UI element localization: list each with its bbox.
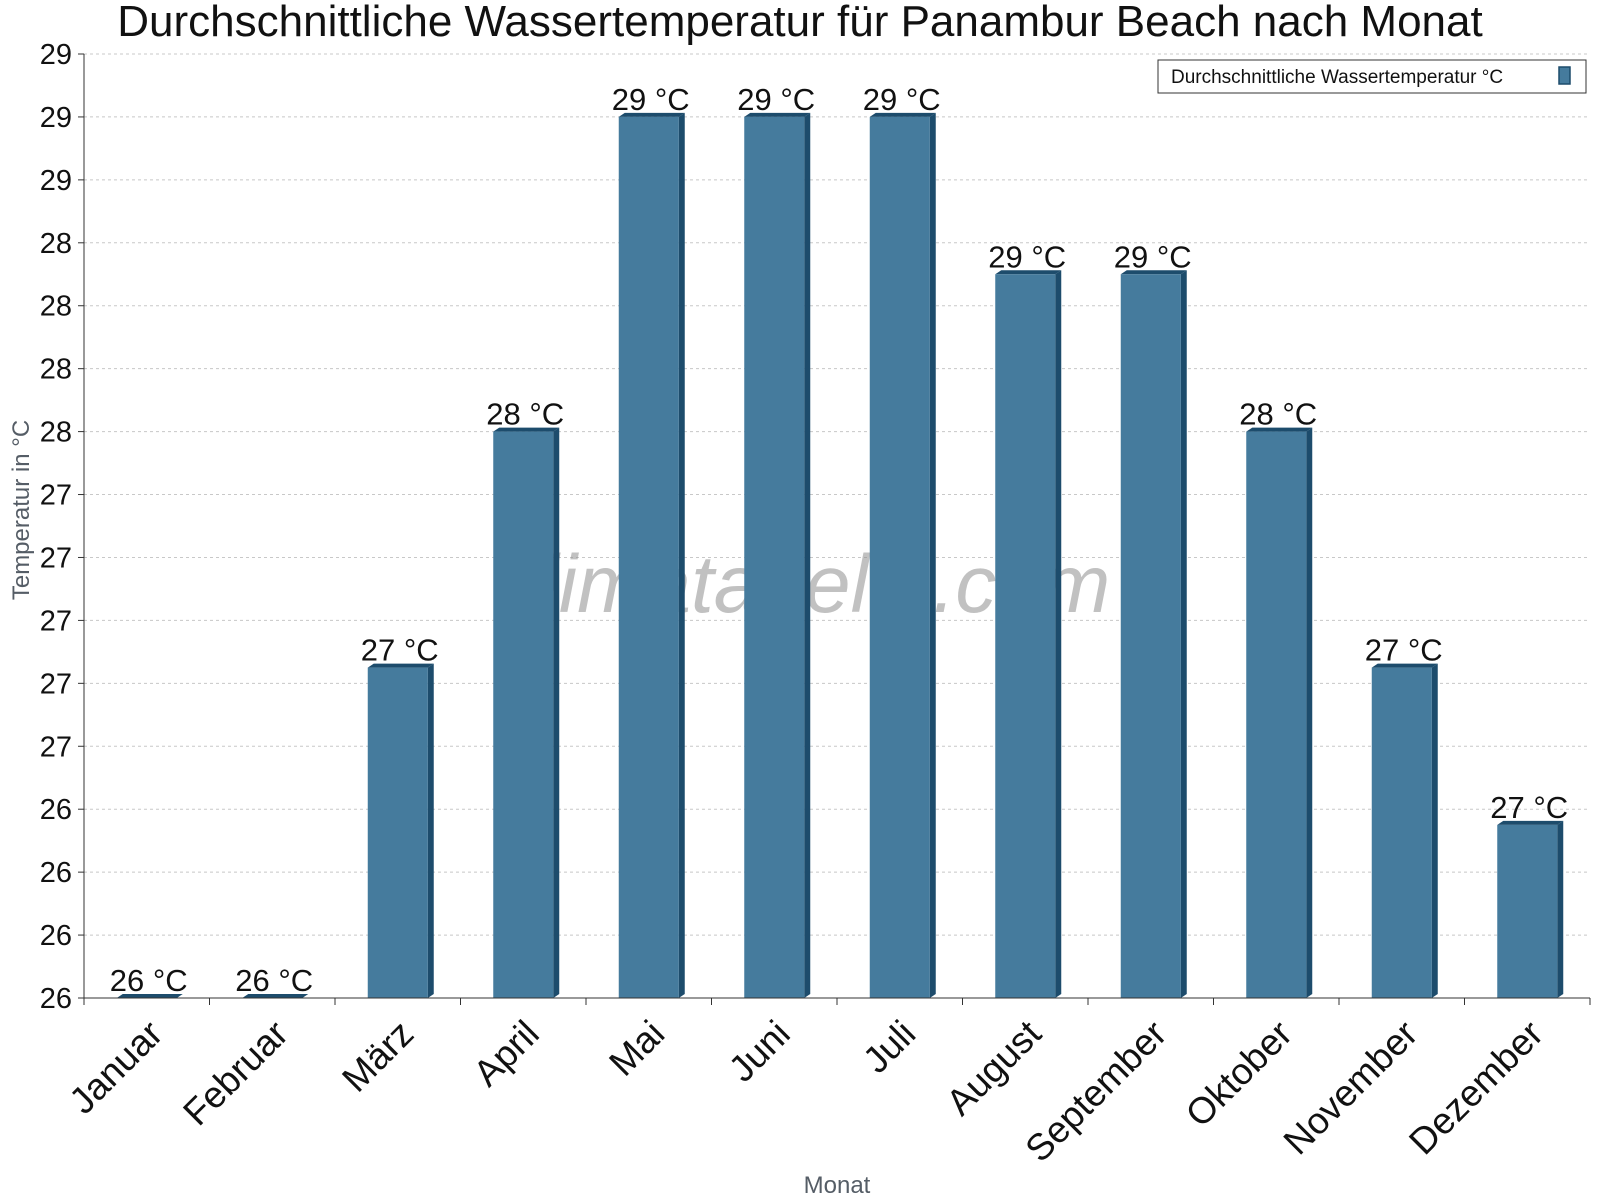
bar-front-face bbox=[367, 667, 428, 998]
bar-top-face bbox=[995, 270, 1062, 275]
bar-side-face bbox=[1306, 427, 1313, 999]
data-label: 29 °C bbox=[612, 82, 690, 117]
legend-swatch bbox=[1558, 66, 1571, 85]
bar-top-face bbox=[1371, 663, 1438, 668]
x-tick-label: März bbox=[334, 1013, 421, 1100]
bar-8 bbox=[995, 270, 1062, 998]
bar-side-face bbox=[553, 427, 560, 999]
bar-6 bbox=[744, 112, 811, 998]
bar-top-face bbox=[116, 994, 183, 998]
bar-front-face bbox=[1371, 667, 1432, 998]
y-tick-label: 29 bbox=[40, 165, 72, 197]
y-tick-label: 28 bbox=[40, 228, 72, 260]
data-label: 28 °C bbox=[1239, 397, 1317, 432]
data-label: 29 °C bbox=[737, 82, 815, 117]
x-tick-label: Januar bbox=[61, 1013, 170, 1122]
y-axis-ticks: 26 26 26 26 27 27 27 27 27 28 28 28 28 29 29 29 bbox=[40, 39, 84, 1015]
data-label: 26 °C bbox=[110, 963, 188, 998]
y-tick-label: 29 bbox=[40, 102, 72, 134]
data-label: 28 °C bbox=[486, 397, 564, 432]
data-label: 26 °C bbox=[235, 963, 313, 998]
y-tick-label: 27 bbox=[40, 668, 72, 700]
data-labels: 26 °C 26 °C 27 °C 28 °C 29 °C 29 °C 29 °C 29 °C… bbox=[110, 82, 1568, 998]
bar-front-face bbox=[869, 116, 930, 998]
x-tick-label: Februar bbox=[175, 1013, 296, 1134]
bar-side-face bbox=[1180, 270, 1187, 998]
x-tick-label: Oktober bbox=[1178, 1013, 1300, 1135]
bar-side-face bbox=[678, 112, 685, 998]
bar-top-face bbox=[367, 663, 434, 668]
grid-lines bbox=[84, 53, 1590, 936]
axes bbox=[83, 54, 1590, 999]
y-tick-label: 29 bbox=[40, 39, 72, 71]
bar-top-face bbox=[1497, 820, 1564, 825]
x-axis-label: Monat bbox=[804, 1172, 871, 1199]
bar-side-face bbox=[929, 112, 936, 998]
y-tick-label: 26 bbox=[40, 983, 72, 1015]
bar-front-face bbox=[1497, 824, 1558, 998]
bar-front-face bbox=[744, 116, 805, 998]
x-axis-ticks: Januar Februar März April Mai Juni Juli AugustS… bbox=[61, 998, 1591, 1170]
legend-box bbox=[1157, 59, 1587, 94]
x-tick-label: Mai bbox=[601, 1013, 672, 1084]
bar-side-face bbox=[1055, 270, 1062, 998]
data-label: 29 °C bbox=[1114, 239, 1192, 274]
bar-9 bbox=[1120, 270, 1187, 998]
x-tick-label: Juli bbox=[855, 1013, 923, 1081]
bar-top-face bbox=[744, 112, 811, 117]
bar-top-face bbox=[242, 994, 309, 998]
data-label: 27 °C bbox=[1490, 790, 1568, 825]
bar-top-face bbox=[618, 112, 685, 117]
data-label: 27 °C bbox=[361, 633, 439, 668]
y-tick-label: 27 bbox=[40, 605, 72, 637]
bar-4 bbox=[493, 427, 560, 999]
bar-top-face bbox=[1120, 270, 1187, 275]
x-tick-label: April bbox=[466, 1013, 547, 1094]
x-tick-label: Juni bbox=[721, 1013, 798, 1090]
y-tick-label: 26 bbox=[40, 920, 72, 952]
bar-side-face bbox=[427, 663, 434, 998]
bar-11 bbox=[1371, 663, 1438, 998]
bar-front-face bbox=[995, 274, 1056, 998]
bar-top-face bbox=[1246, 427, 1313, 432]
legend: Durchschnittliche Wassertemperatur °C bbox=[1157, 59, 1587, 94]
bar-2 bbox=[242, 994, 309, 998]
bar-1 bbox=[116, 994, 183, 998]
bar-side-face bbox=[1431, 663, 1438, 998]
y-tick-label: 27 bbox=[40, 731, 72, 763]
data-label: 29 °C bbox=[863, 82, 941, 117]
bar-10 bbox=[1246, 427, 1313, 999]
bar-front-face bbox=[1120, 274, 1181, 998]
bar-front-face bbox=[493, 431, 554, 999]
y-tick-label: 28 bbox=[40, 291, 72, 323]
y-tick-label: 26 bbox=[40, 794, 72, 826]
x-tick-label: November bbox=[1276, 1013, 1426, 1163]
legend-label: Durchschnittliche Wassertemperatur °C bbox=[1171, 67, 1503, 88]
data-label: 27 °C bbox=[1365, 633, 1443, 668]
bar-front-face bbox=[618, 116, 679, 998]
bar-7 bbox=[869, 112, 936, 998]
y-tick-label: 28 bbox=[40, 354, 72, 386]
bar-5 bbox=[618, 112, 685, 998]
bar-top-face bbox=[869, 112, 936, 117]
bar-top-face bbox=[493, 427, 560, 432]
bar-3 bbox=[367, 663, 434, 998]
bar-side-face bbox=[1557, 820, 1564, 998]
y-axis-label: Temperatur in °C bbox=[8, 420, 35, 600]
data-label: 29 °C bbox=[988, 239, 1066, 274]
bars bbox=[116, 112, 1564, 999]
bar-front-face bbox=[1246, 431, 1307, 999]
bar-12 bbox=[1497, 820, 1564, 998]
bar-side-face bbox=[804, 112, 811, 998]
chart-title: Durchschnittliche Wassertemperatur für P… bbox=[117, 0, 1482, 46]
x-tick-label: Dezember bbox=[1401, 1013, 1551, 1163]
y-tick-label: 27 bbox=[40, 542, 72, 574]
y-tick-label: 26 bbox=[40, 857, 72, 889]
y-tick-label: 28 bbox=[40, 417, 72, 449]
x-tick-label: August bbox=[938, 1012, 1049, 1123]
y-tick-label: 27 bbox=[40, 480, 72, 512]
